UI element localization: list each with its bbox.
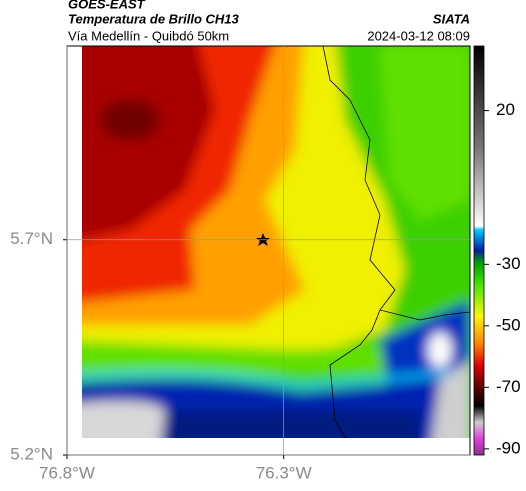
map-image bbox=[82, 46, 470, 438]
route: Vía Medellín - Quibdó 50km bbox=[68, 28, 229, 43]
x-tick-label: 76.8°W bbox=[39, 463, 95, 482]
colorbar-tick-label: -30 bbox=[496, 254, 521, 273]
y-tick-label: 5.7°N bbox=[10, 229, 53, 248]
colorbar-tick-label: 20 bbox=[496, 100, 515, 119]
brand: SIATA bbox=[433, 11, 470, 26]
colorbar bbox=[473, 45, 485, 456]
colorbar-tick-label: -70 bbox=[496, 377, 521, 396]
y-tick-label: 5.2°N bbox=[10, 444, 53, 463]
source: GOES-EAST bbox=[68, 0, 146, 11]
colorbar-tick-label: -50 bbox=[496, 315, 521, 334]
title: Temperatura de Brillo CH13 bbox=[68, 11, 240, 26]
x-tick-label: 76.3°W bbox=[256, 463, 312, 482]
timestamp: 2024-03-12 08:09 bbox=[367, 28, 470, 43]
colorbar-tick-label: -90 bbox=[496, 438, 521, 457]
